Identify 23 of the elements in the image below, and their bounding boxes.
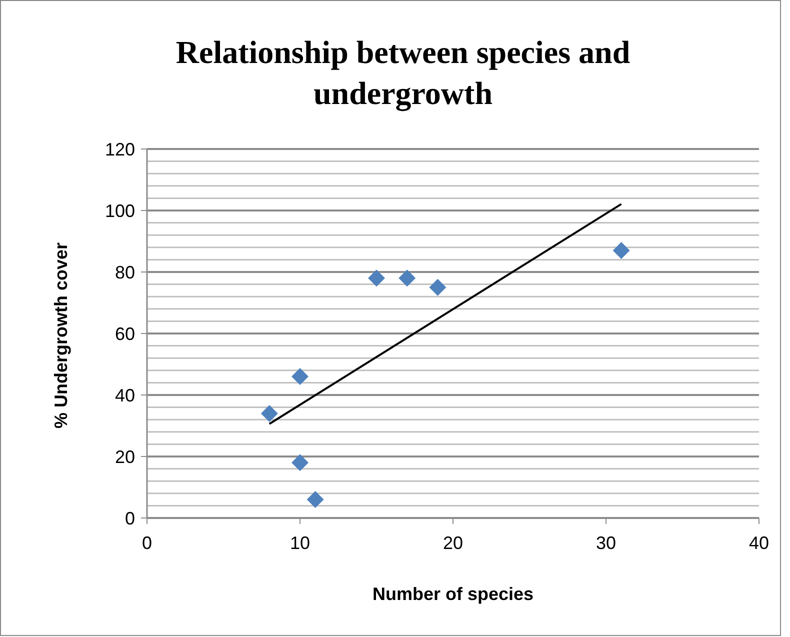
point: [260, 404, 278, 422]
point: [398, 270, 416, 287]
y-tick-label: 60: [114, 324, 135, 344]
chart-title: Relationship between species and undergrowth: [176, 34, 630, 112]
point: [306, 491, 324, 508]
y-tick-label: 80: [114, 262, 135, 282]
x-tick-label: 30: [596, 533, 616, 553]
point: [612, 242, 630, 259]
y-tick-label: 40: [114, 385, 135, 406]
point: [292, 454, 308, 472]
point: [292, 368, 308, 386]
x-tick-label: 10: [290, 533, 310, 553]
x-tick-label: 20: [442, 533, 464, 553]
x-tick-label: 0: [142, 533, 152, 553]
point: [368, 270, 385, 287]
y-tick-label: 120: [104, 139, 135, 160]
y-tick-label: 0: [124, 508, 135, 528]
point: [429, 278, 446, 296]
x-tick-label: 40: [748, 533, 770, 553]
y-tick-label: 20: [114, 446, 135, 467]
x-axis-title: Number of species: [372, 584, 534, 604]
y-axis-title: % Undergrowth cover: [51, 242, 71, 429]
y-tick-label: 100: [104, 200, 135, 221]
